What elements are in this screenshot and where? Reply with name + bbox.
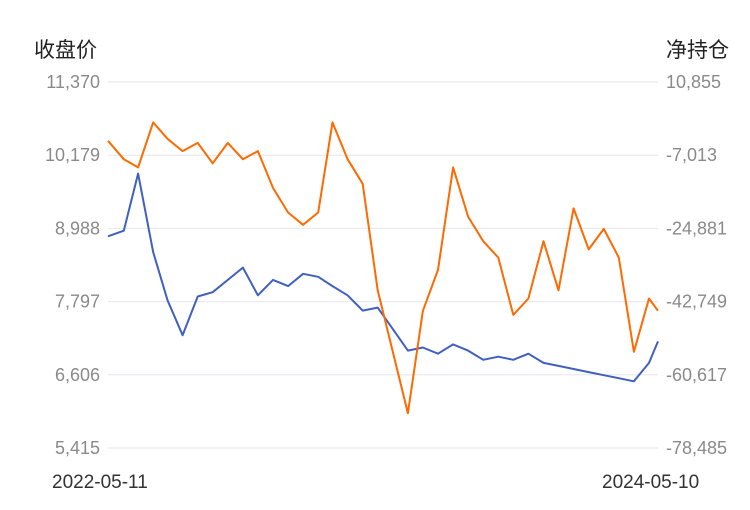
y-left-tick-label: 10,179 — [45, 145, 100, 165]
net-position-line — [107, 121, 659, 415]
y-right-tick-label: 10,855 — [666, 72, 721, 92]
x-start-label: 2022-05-11 — [52, 472, 148, 493]
y-right-tick-label: -78,485 — [666, 438, 727, 458]
x-end-label: 2024-05-10 — [602, 472, 699, 493]
y-right-tick-label: -7,013 — [666, 145, 717, 165]
y-left-tick-label: 6,606 — [55, 365, 100, 385]
y-right-tick-labels: 10,855 -7,013 -24,881 -42,749 -60,617 -78,485 — [666, 72, 727, 458]
y-left-tick-label: 8,988 — [55, 218, 100, 238]
series-lines — [107, 121, 659, 415]
y-left-tick-labels: 11,370 10,179 8,988 7,797 6,606 5,415 — [45, 72, 100, 458]
y-right-tick-label: -24,881 — [666, 218, 727, 238]
y-left-tick-label: 11,370 — [46, 72, 100, 92]
y-right-axis-title: 净持仓 — [666, 38, 729, 62]
y-left-axis-title: 收盘价 — [34, 38, 97, 62]
gridlines — [108, 81, 658, 449]
y-right-tick-label: -42,749 — [666, 292, 727, 312]
y-right-tick-label: -60,617 — [666, 365, 727, 385]
close-price-line — [107, 172, 659, 383]
y-left-tick-label: 5,415 — [55, 438, 100, 458]
y-left-tick-label: 7,797 — [55, 292, 100, 312]
